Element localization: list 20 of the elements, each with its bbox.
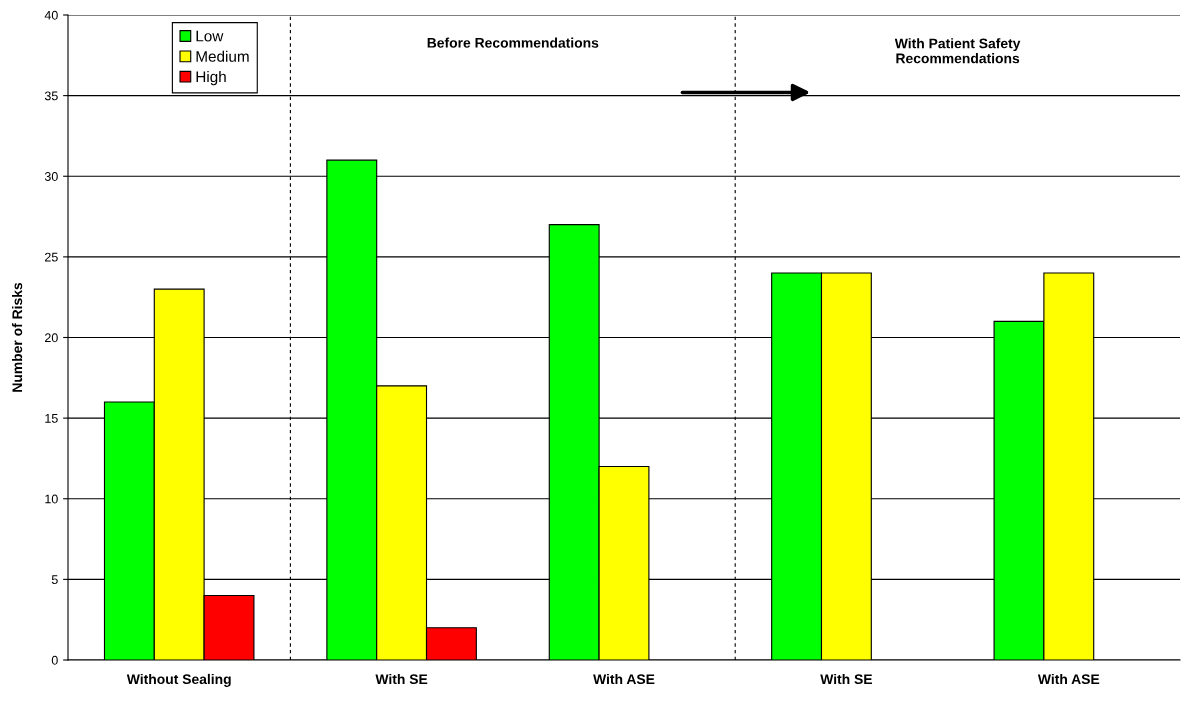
- y-tick-label: 15: [45, 414, 58, 423]
- x-tick-label: Without Sealing: [126, 673, 231, 687]
- legend-label: High: [196, 70, 226, 86]
- annotation: With Patient Safety Recommendations: [894, 38, 1021, 64]
- legend-label: Low: [196, 30, 224, 42]
- y-tick-label: 35: [44, 91, 58, 101]
- legend-label: Medium: [196, 50, 249, 62]
- x-tick-label: With ASE: [593, 673, 655, 685]
- x-tick-label: With ASE: [1037, 673, 1100, 685]
- x-tick-label: With SE: [820, 673, 873, 685]
- annotation: Before Recommendations: [427, 37, 599, 48]
- y-tick-label: 25: [45, 252, 58, 262]
- y-axis-title: Number of Risks: [11, 282, 23, 392]
- y-tick-label: 40: [44, 10, 58, 20]
- y-tick-label: 10: [45, 494, 58, 504]
- y-tick-label: 5: [51, 575, 58, 585]
- y-tick-label: 30: [44, 172, 58, 181]
- y-tick-label: 0: [51, 655, 58, 665]
- y-tick-label: 20: [45, 333, 58, 343]
- x-tick-label: With SE: [375, 673, 428, 685]
